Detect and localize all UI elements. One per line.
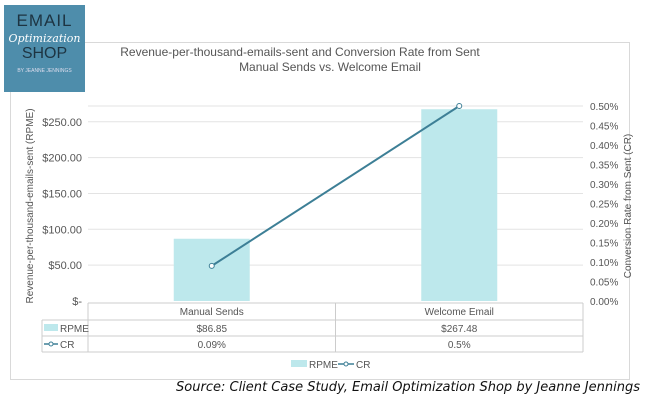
x-category-label: Welcome Email — [425, 307, 494, 318]
table-cell: 0.09% — [198, 340, 226, 351]
y2-tick-label: 0.40% — [590, 141, 618, 152]
y2-tick-label: 0.35% — [590, 161, 618, 172]
x-category-label: Manual Sends — [180, 307, 244, 318]
cr-key-icon — [48, 341, 54, 347]
y2-tick-label: 0.00% — [590, 297, 618, 308]
y-tick-label: $200.00 — [42, 153, 82, 165]
source-note: Source: Client Case Study, Email Optimiz… — [176, 380, 640, 395]
legend-rpme-label: RPME — [309, 360, 338, 371]
y2-tick-label: 0.15% — [590, 239, 618, 250]
logo: EMAIL Optimization SHOP BY JEANNE JENNIN… — [4, 5, 85, 92]
y2-tick-label: 0.25% — [590, 200, 618, 211]
cr-marker — [208, 262, 215, 269]
y-tick-label: $250.00 — [42, 117, 82, 129]
table-row-label: RPME — [60, 324, 89, 335]
chart-subtitle: Manual Sends vs. Welcome Email — [239, 60, 421, 74]
table-row-label: CR — [60, 340, 74, 351]
y2-axis-label: Conversion Rate from Sent (CR) — [623, 134, 634, 279]
y-tick-label: $100.00 — [42, 224, 82, 236]
cr-line — [211, 105, 460, 267]
chart-title: Revenue-per-thousand-emails-sent and Con… — [120, 45, 480, 59]
y-tick-label: $150.00 — [42, 188, 82, 200]
y-tick-label: $- — [72, 296, 82, 308]
legend-cr-label: CR — [356, 360, 370, 371]
table-cell: 0.5% — [448, 340, 471, 351]
logo-text: BY JEANNE JENNINGS — [17, 68, 72, 74]
legend-cr-icon — [343, 361, 349, 367]
cr-marker — [456, 103, 463, 109]
table-cell: $86.85 — [196, 324, 227, 335]
y2-tick-label: 0.20% — [590, 219, 618, 230]
chart-frame — [10, 42, 630, 380]
table-cell: $267.48 — [441, 324, 478, 335]
y2-tick-label: 0.45% — [590, 122, 618, 133]
rpme-key-icon — [44, 324, 58, 331]
y2-tick-label: 0.50% — [590, 102, 618, 113]
y-axis-label: Revenue-per-thousand-emails-sent (RPME) — [25, 108, 36, 303]
logo-text: EMAIL — [16, 11, 73, 30]
logo-text: SHOP — [21, 45, 68, 62]
y2-tick-label: 0.05% — [590, 278, 618, 289]
y2-tick-label: 0.10% — [590, 258, 618, 269]
y2-tick-label: 0.30% — [590, 180, 618, 191]
bar-rpme — [421, 109, 498, 301]
logo-text: Optimization — [8, 32, 81, 45]
y-tick-label: $50.00 — [48, 260, 82, 272]
legend-rpme-icon — [291, 360, 307, 367]
